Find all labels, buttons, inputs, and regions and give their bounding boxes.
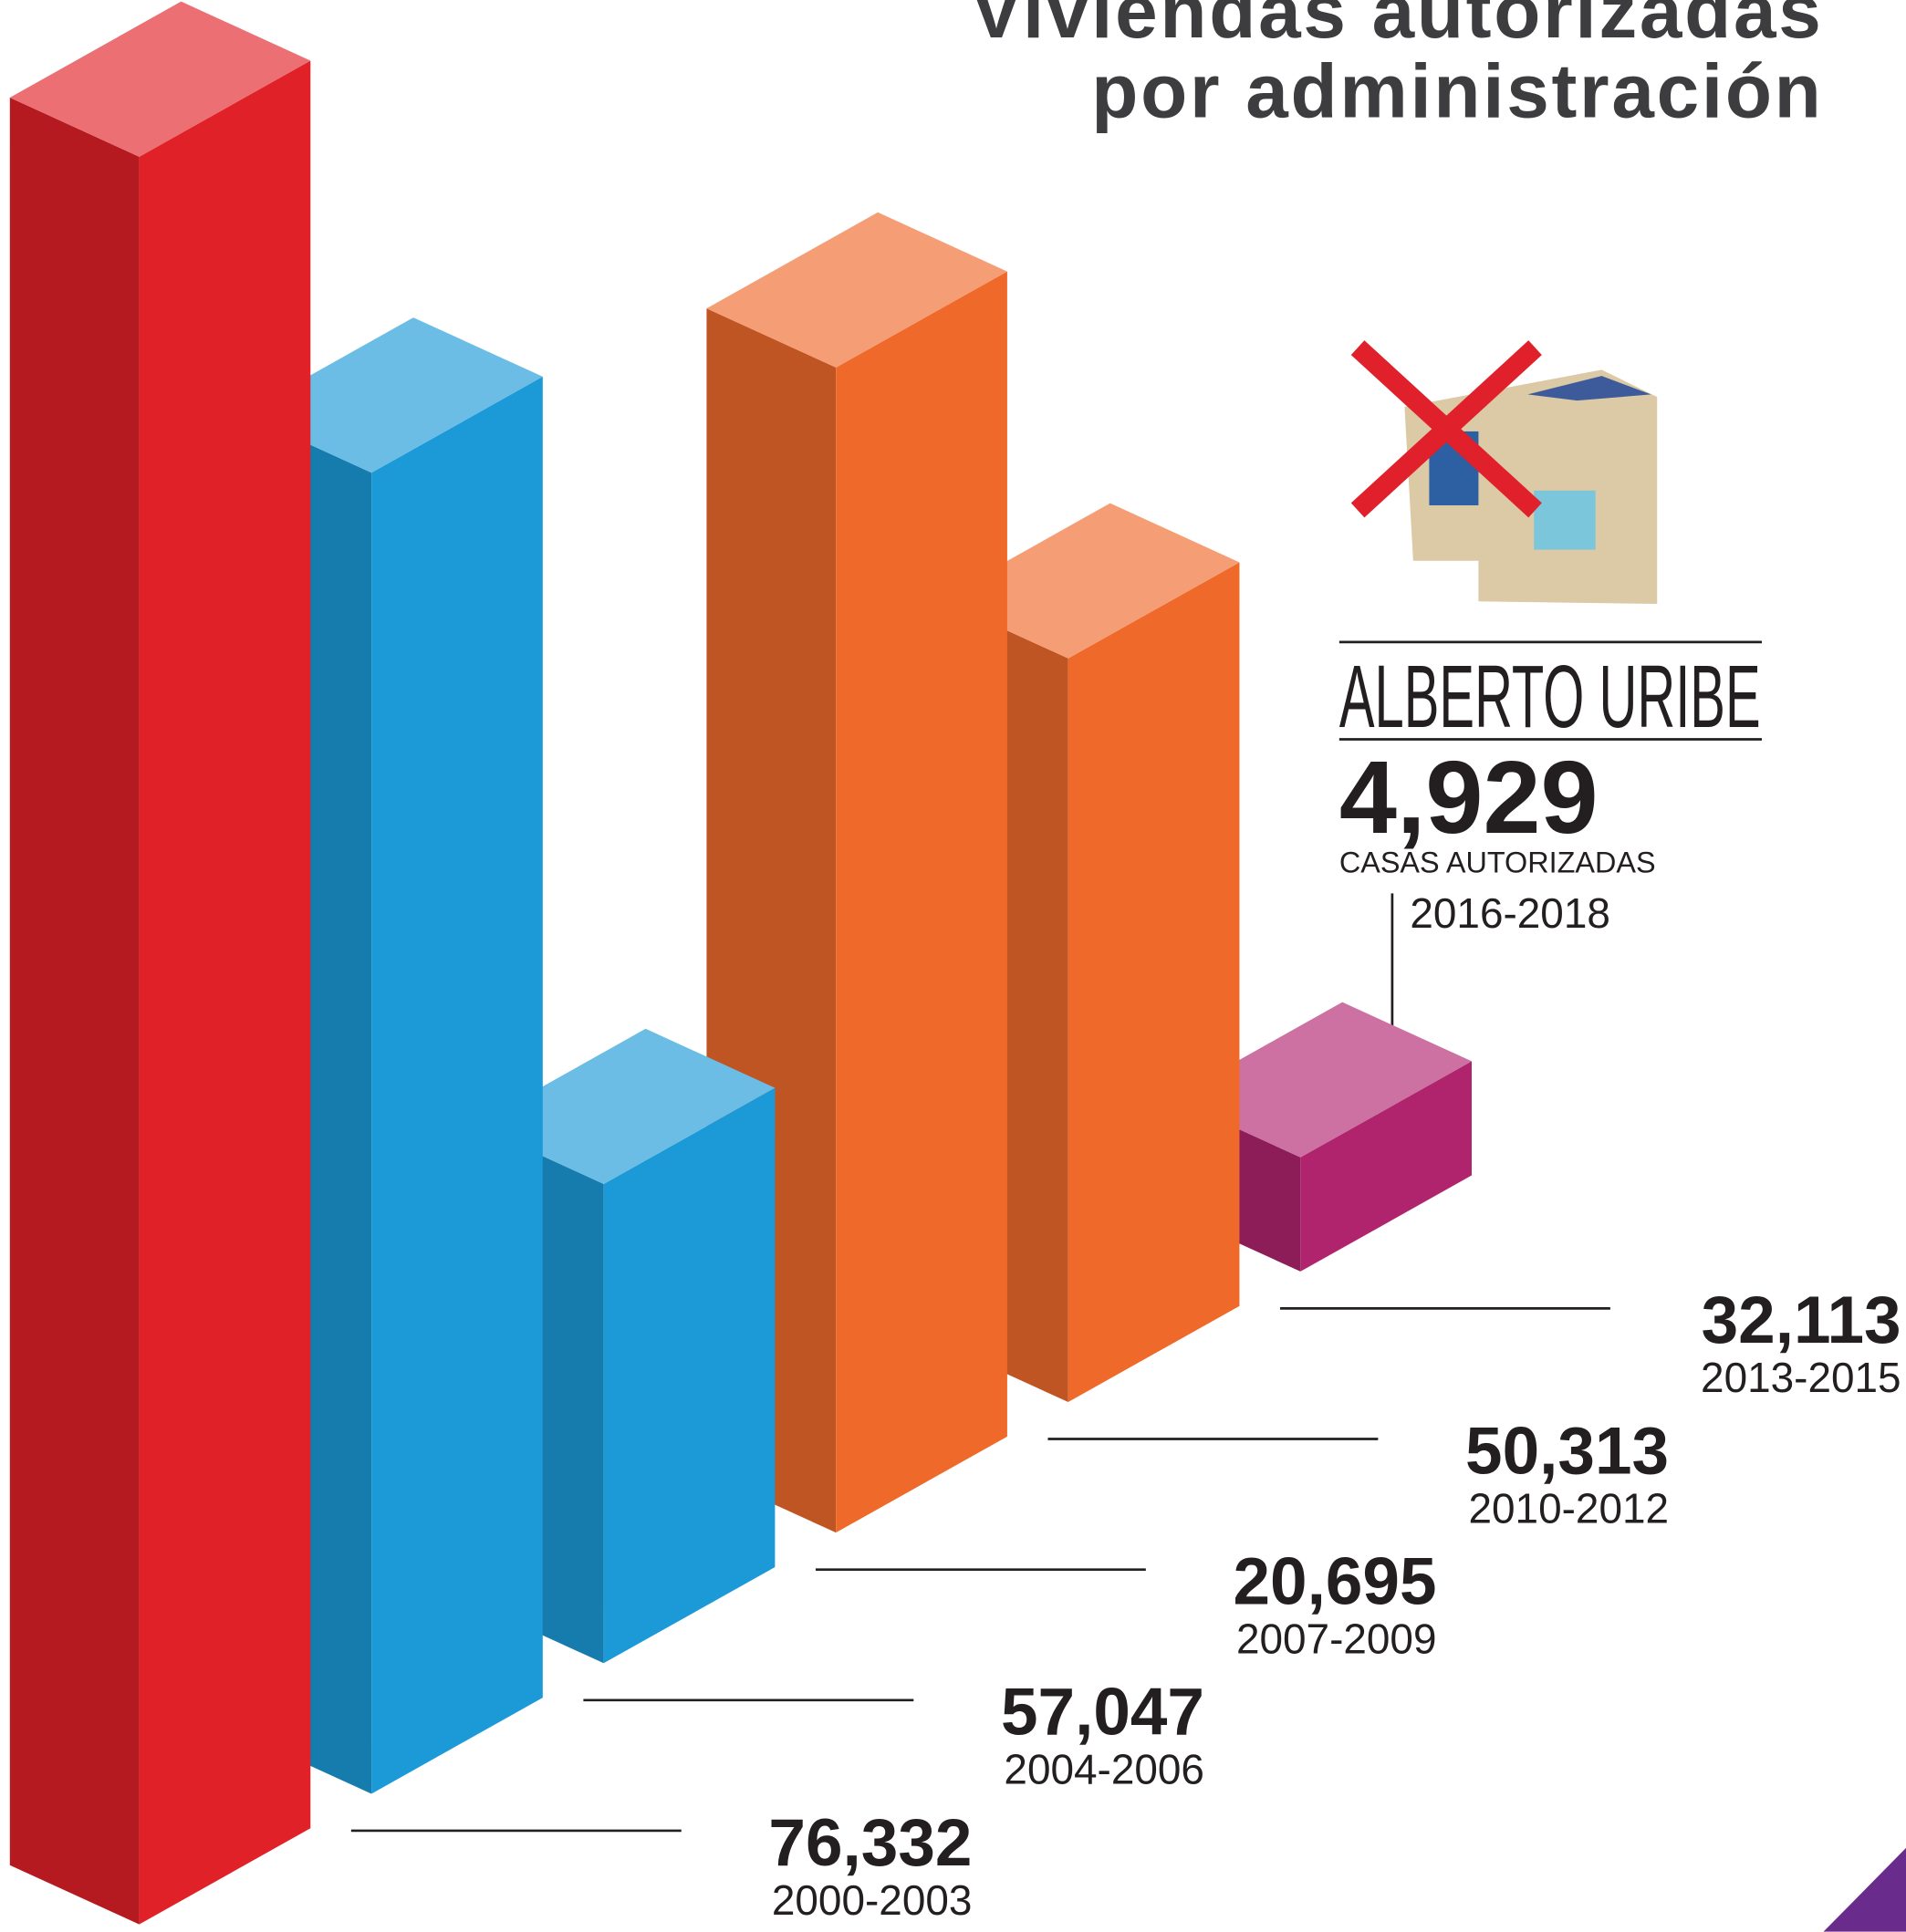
corner-decoration — [1823, 1847, 1906, 1932]
bar — [9, 1, 311, 1925]
value-label: 76,332 — [768, 1806, 972, 1880]
bar-top-face — [706, 212, 1007, 368]
bar-left-face — [9, 97, 140, 1925]
value-label: 50,313 — [1465, 1414, 1669, 1488]
chart-title: por administración — [1091, 48, 1823, 134]
bar-right-face — [1300, 1061, 1472, 1272]
bar-right-face — [603, 1087, 776, 1664]
cross — [1350, 340, 1542, 518]
value-label: 32,113 — [1702, 1283, 1901, 1357]
category-label: 2010-2012 — [1469, 1484, 1670, 1532]
category-label: 2000-2003 — [772, 1876, 973, 1924]
bar-top-face — [242, 317, 543, 473]
bar-top-face — [938, 503, 1240, 659]
category-label: 2016-2018 — [1410, 889, 1610, 937]
annotation-note: CASAS AUTORIZADAS — [1339, 846, 1656, 878]
annotation-name: ALBERTO URIBE — [1339, 647, 1761, 746]
category-label: 2004-2006 — [1004, 1746, 1204, 1793]
bar-right-face — [371, 376, 543, 1794]
bar-top-face — [9, 1, 311, 157]
house-window — [1534, 490, 1596, 550]
house-icon — [1350, 340, 1658, 604]
bar-right-face — [836, 271, 1007, 1533]
category-label: 2007-2009 — [1236, 1615, 1437, 1662]
house-roof — [1527, 376, 1651, 401]
bar-right-face — [139, 60, 311, 1925]
bar-top-face — [474, 1028, 776, 1184]
bar-right-face — [1068, 562, 1240, 1403]
bar — [706, 212, 1007, 1533]
value-label: 20,695 — [1234, 1544, 1437, 1618]
category-label: 2013-2015 — [1701, 1354, 1901, 1401]
value-label: 4,929 — [1339, 740, 1599, 856]
value-label: 57,047 — [1001, 1676, 1204, 1750]
bar-top-face — [1171, 1002, 1472, 1158]
chart-title: Viviendas autorizadas — [971, 0, 1824, 54]
